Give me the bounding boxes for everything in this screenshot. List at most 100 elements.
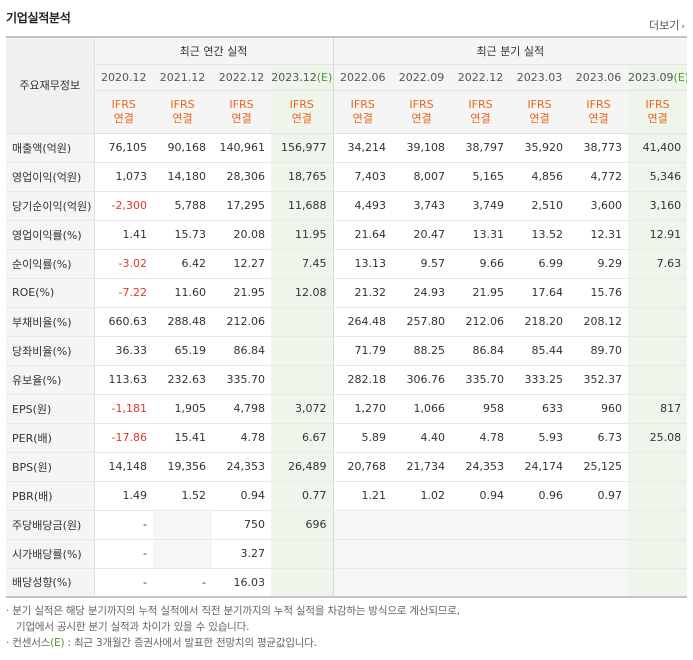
table-cell: - [94,539,153,569]
table-row: PBR(배) 1.49 1.52 0.94 0.77 1.21 1.02 0.94 0.96 0.… [6,481,688,511]
consolidated-label: 연결 [529,111,550,125]
row-label: 순이익률(%) [6,249,95,279]
table-cell: 7.63 [628,249,688,279]
table-cell: 335.70 [212,365,271,395]
row-label: 영업이익률(%) [6,219,95,250]
period-header: 2022.06 [332,64,393,91]
table-cell: 41,400 [628,133,688,163]
table-cell: 1,066 [392,393,452,424]
ifrs-header: IFRS 연결 [451,90,511,134]
table-cell: 264.48 [332,307,393,337]
period-header: 2023.12(E) [271,64,334,91]
annual-group-header: 최근 연간 실적 [94,36,334,65]
period-header: 2021.12 [153,64,212,91]
table-cell: 0.94 [212,481,271,511]
period-header: 2022.09 [392,64,452,91]
table-cell: 1.21 [332,481,393,511]
row-label: BPS(원) [6,452,95,482]
table-cell: 5.89 [332,423,393,453]
table-cell: 817 [628,393,688,424]
table-cell: 24.93 [392,278,452,308]
table-cell [628,539,688,569]
ifrs-label: IFRS [527,97,552,111]
table-row: 주당배당금(원) - 750 696 [6,509,688,540]
table-cell: 306.76 [392,365,452,395]
table-cell: 20,768 [332,452,393,482]
table-cell: 288.48 [153,307,212,337]
table-cell: 25,125 [569,452,629,482]
table-row: 배당성향(%) - -16.03 [6,568,688,598]
row-label: 시가배당률(%) [6,539,95,569]
table-cell: 86.84 [451,336,511,366]
table-cell: 24,353 [212,452,271,482]
table-cell: 335.70 [451,365,511,395]
table-cell: 20.08 [212,219,271,250]
table-cell: 4,798 [212,393,271,424]
period-label: 2022.12 [218,70,265,84]
estimate-mark: (E) [50,637,65,649]
table-cell: 71.79 [332,336,393,366]
table-row: 순이익률(%) -3.02 6.42 12.27 7.45 13.13 9.57 9.66 6.… [6,249,688,279]
table-cell [510,568,570,598]
table-cell: 9.66 [451,249,511,279]
table-cell: 21.64 [332,219,393,250]
table-cell: 212.06 [212,307,271,337]
table-cell: 39,108 [392,133,452,163]
table-cell: 90,168 [153,133,212,163]
table-row: 매출액(억원) 76,105 90,168 140,961 156,977 34,214 3… [6,133,688,163]
table-cell: -2,300 [94,191,153,221]
more-link-label: 더보기 [649,19,680,32]
row-label: 주당배당금(원) [6,509,95,540]
table-cell: 18,765 [271,162,334,192]
table-cell: 1,270 [332,393,393,424]
table-cell: 21.95 [451,278,511,308]
table-cell: 11.60 [153,278,212,308]
table-cell: 3,072 [271,393,334,424]
table-cell: 5,165 [451,162,511,192]
footnote-consensus-text: : 최근 3개월간 증권사에서 발표한 전망치의 평균값입니다. [64,637,317,649]
table-cell: 6.67 [271,423,334,453]
footnotes: · 분기 실적은 해당 분기까지의 누적 실적에서 직전 분기까지의 누적 실적… [6,603,687,651]
ifrs-label: IFRS [645,97,670,111]
ifrs-label: IFRS [111,97,136,111]
table-cell: 76,105 [94,133,153,163]
table-cell: 212.06 [451,307,511,337]
table-cell: 696 [271,509,334,540]
footnote-quarterly: · 분기 실적은 해당 분기까지의 누적 실적에서 직전 분기까지의 누적 실적… [6,605,460,617]
table-cell [628,568,688,598]
table-cell: 38,773 [569,133,629,163]
table-cell [628,278,688,308]
table-cell [153,509,212,540]
table-cell: 21.95 [212,278,271,308]
table-cell: 12.31 [569,219,629,250]
table-row: EPS(원) -1,181 1,905 4,798 3,072 1,270 1,066 958… [6,393,688,424]
consolidated-label: 연결 [291,111,312,125]
ifrs-header-row: IFRS 연결 IFRS 연결 IFRS 연결 IFRS 연결 IFRS 연결 IFRS 연결 IFRS… [6,90,688,134]
table-row: BPS(원) 14,148 19,356 24,353 26,489 20,768 21,7… [6,452,688,482]
row-label: 매출액(억원) [6,133,95,163]
table-cell: 8,007 [392,162,452,192]
table-row: ROE(%) -7.22 11.60 21.95 12.08 21.32 24.93 21.9… [6,278,688,308]
table-cell: 85.44 [510,336,570,366]
table-cell: 15.76 [569,278,629,308]
table-cell: 14,180 [153,162,212,192]
period-label: 2022.06 [340,70,386,84]
table-cell: 633 [510,393,570,424]
consolidated-label: 연결 [411,111,432,125]
table-cell: 3,749 [451,191,511,221]
ifrs-header: IFRS 연결 [271,90,334,134]
more-link[interactable]: 더보기 › [649,17,685,33]
row-label: 영업이익(억원) [6,162,95,192]
ifrs-label: IFRS [229,97,254,111]
table-cell: 1.41 [94,219,153,250]
table-cell: 1.52 [153,481,212,511]
table-cell: 4.78 [212,423,271,453]
table-cell: 13.31 [451,219,511,250]
table-cell: -1,181 [94,393,153,424]
table-cell: 208.12 [569,307,629,337]
table-cell: - [94,509,153,540]
table-cell: 4.78 [451,423,511,453]
table-cell: 156,977 [271,133,334,163]
table-cell: 9.57 [392,249,452,279]
period-label: 2020.12 [101,70,147,84]
